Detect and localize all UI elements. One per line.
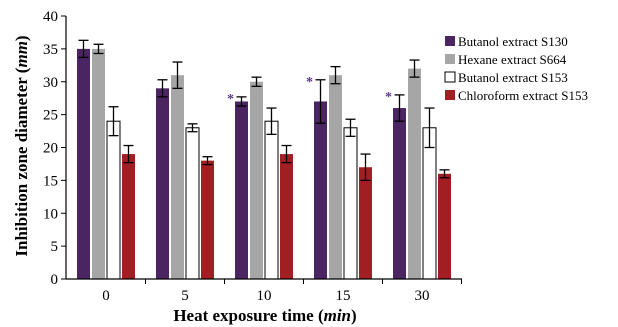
bar <box>171 75 184 279</box>
bar <box>235 101 248 279</box>
legend-label: Chloroform extract S153 <box>458 88 588 103</box>
legend-label: Butanol extract S130 <box>458 34 568 49</box>
x-axis-title: Heat exposure time (min) <box>173 306 356 325</box>
y-tick-label: 15 <box>43 173 58 189</box>
x-tick-label: 5 <box>181 288 189 304</box>
y-tick-label: 20 <box>43 141 58 157</box>
bar <box>408 68 421 279</box>
y-axis-unit: mm <box>12 41 31 67</box>
bar <box>185 127 200 280</box>
x-tick-label: 10 <box>257 288 272 304</box>
legend-swatch <box>445 90 455 100</box>
y-axis-title-text: Inhibition zone diameter <box>12 77 31 257</box>
bar <box>201 160 214 279</box>
bars: * * * <box>77 39 451 280</box>
y-tick-label: 10 <box>43 206 58 222</box>
axes <box>65 16 462 280</box>
legend-swatch <box>445 36 455 46</box>
y-axis-title: Inhibition zone diameter (mm) <box>12 35 31 256</box>
x-axis-title-close-paren: ) <box>351 306 357 325</box>
y-tick-label: 40 <box>43 9 58 25</box>
y-axis-title-open-paren: ( <box>12 67 31 77</box>
significance-marker: * <box>227 92 234 107</box>
x-axis-unit: min <box>324 306 351 325</box>
bar <box>106 120 121 280</box>
legend: Butanol extract S130 Hexane extract S664 B… <box>444 34 588 103</box>
bar <box>92 48 105 279</box>
bar <box>438 173 451 279</box>
bar <box>77 48 90 279</box>
bar <box>343 127 358 280</box>
bar <box>280 154 293 279</box>
bar <box>422 127 437 280</box>
x-axis-title-text: Heat exposure time <box>173 306 314 325</box>
legend-swatch <box>444 71 456 83</box>
bar <box>122 154 135 279</box>
legend-label: Butanol extract S153 <box>458 70 568 85</box>
significance-marker: * <box>385 90 392 105</box>
y-tick-label: 35 <box>43 42 58 58</box>
bar <box>156 88 169 279</box>
x-tick-label: 30 <box>415 288 430 304</box>
bar <box>329 75 342 279</box>
y-tick-label: 5 <box>51 239 59 255</box>
bar <box>314 101 327 279</box>
bar <box>393 108 406 279</box>
y-axis-ticks: 0 5 10 15 20 25 30 35 40 <box>43 9 66 288</box>
y-tick-label: 0 <box>51 272 59 288</box>
x-axis-ticks: 0 5 10 15 30 <box>102 279 462 304</box>
y-tick-label: 25 <box>43 108 58 124</box>
legend-swatch <box>445 54 455 64</box>
bar <box>359 167 372 279</box>
bar <box>264 120 279 280</box>
y-tick-label: 30 <box>43 75 58 91</box>
x-tick-label: 15 <box>336 288 351 304</box>
bar <box>250 81 263 279</box>
significance-marker: * <box>306 75 313 90</box>
x-tick-label: 0 <box>102 288 110 304</box>
y-axis-title-close-paren: ) <box>12 35 31 41</box>
x-axis-title-open-paren: ( <box>314 306 324 325</box>
legend-label: Hexane extract S664 <box>458 52 567 67</box>
